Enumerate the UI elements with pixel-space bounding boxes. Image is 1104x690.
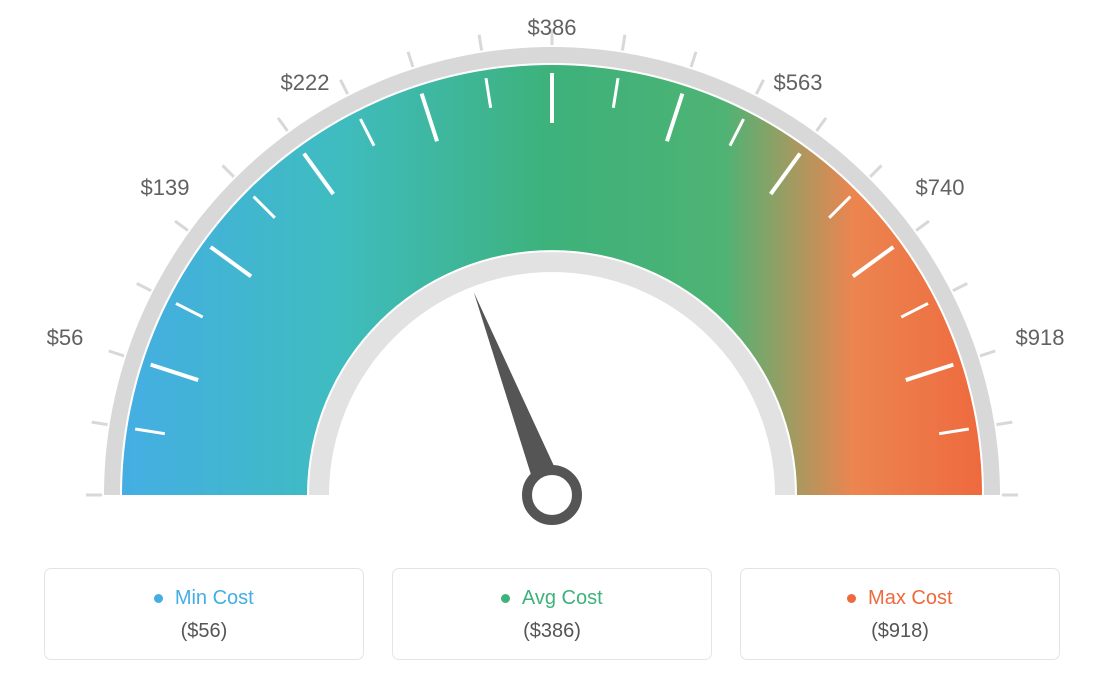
legend-dot-avg	[501, 594, 510, 603]
gauge-svg: $56 $139 $222 $386 $563 $740 $918	[0, 0, 1104, 560]
svg-text:$222: $222	[281, 70, 330, 95]
legend-card-max: Max Cost ($918)	[740, 568, 1060, 660]
svg-text:$386: $386	[528, 15, 577, 40]
legend-value-min: ($56)	[55, 620, 353, 643]
svg-text:$918: $918	[1016, 325, 1065, 350]
svg-text:$563: $563	[774, 70, 823, 95]
legend-dot-min	[154, 594, 163, 603]
legend-value-max: ($918)	[751, 620, 1049, 643]
gauge-chart: $56 $139 $222 $386 $563 $740 $918	[0, 0, 1104, 560]
svg-text:$56: $56	[47, 325, 84, 350]
legend-card-avg: Avg Cost ($386)	[392, 568, 712, 660]
legend-title-min: Min Cost	[55, 587, 353, 610]
svg-text:$139: $139	[141, 175, 190, 200]
legend-row: Min Cost ($56) Avg Cost ($386) Max Cost …	[0, 560, 1104, 660]
svg-text:$740: $740	[916, 175, 965, 200]
legend-title-max: Max Cost	[751, 587, 1049, 610]
legend-title-avg: Avg Cost	[403, 587, 701, 610]
legend-value-avg: ($386)	[403, 620, 701, 643]
legend-card-min: Min Cost ($56)	[44, 568, 364, 660]
legend-title-text-max: Max Cost	[868, 587, 952, 609]
legend-title-text-min: Min Cost	[175, 587, 254, 609]
legend-dot-max	[847, 594, 856, 603]
legend-title-text-avg: Avg Cost	[522, 587, 603, 609]
